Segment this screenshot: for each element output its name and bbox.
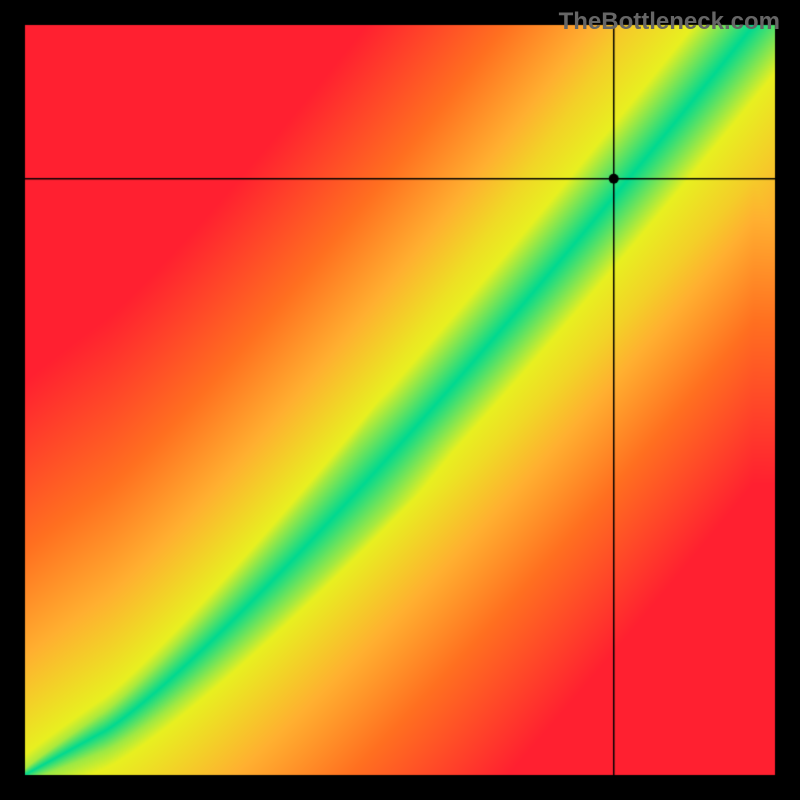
heatmap-chart: TheBottleneck.com — [0, 0, 800, 800]
heatmap-canvas — [0, 0, 800, 800]
watermark-text: TheBottleneck.com — [559, 8, 780, 36]
